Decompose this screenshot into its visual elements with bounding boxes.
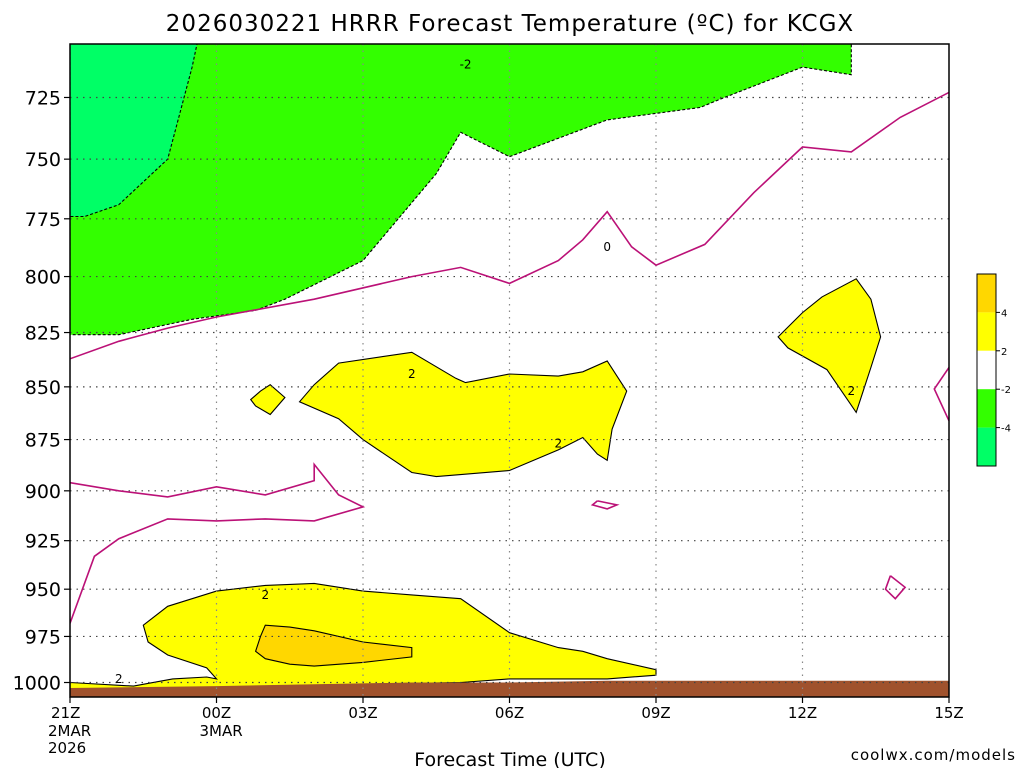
y-tick-label: 825 [25,323,61,345]
colorbar-tick-label: -4 [1001,424,1011,435]
y-tick-label: 975 [25,626,61,648]
temperature-region-0 [70,44,852,336]
zero-isotherm-0 [70,91,949,360]
y-tick-label: 850 [25,377,61,399]
colorbar-frame [976,273,997,467]
x-tick-sublabel: 2MAR [48,722,91,740]
temperature-region-3 [777,278,882,414]
contour-label: -2 [460,58,472,72]
colorbar-bin [977,312,996,351]
contour-label: 2 [115,672,123,686]
colorbar-legend: 4 2 -2 -4 [976,273,1011,467]
chart-title: 2026030221 HRRR Forecast Temperature (ºC… [166,11,854,37]
temperature-region-1 [70,44,198,218]
credit-text[interactable]: coolwx.com/models [851,746,1016,764]
colorbar-bin [977,350,996,390]
y-tick-label: 750 [25,149,61,171]
contour-label: 0 [603,240,611,254]
zero-isotherm-3 [884,575,907,600]
colorbar-tick-label: 4 [1001,308,1007,319]
y-tick-label: 900 [25,481,61,503]
x-tick-label: 09Z [641,704,670,722]
colorbar-bin [977,274,996,313]
contour-label: 2 [408,367,416,381]
x-tick-label: 03Z [348,704,377,722]
colorbar-tick-label: 2 [1001,347,1007,358]
x-tick-label: 15Z [934,704,963,722]
plot-layer: -2 0 2 2 2 2 2 [70,44,949,697]
y-tick-label: 950 [25,579,61,601]
contour-label: 2 [555,437,563,451]
x-tick-label: 00Z [202,704,231,722]
colorbar-bin [977,427,996,466]
contour-label: 2 [262,588,270,602]
temperature-region-4 [249,384,286,416]
x-tick-label: 21Z [51,704,80,722]
colorbar-tick-label: -2 [1001,385,1011,396]
y-tick-label: 1000 [13,673,61,695]
y-tick-label: 875 [25,430,61,452]
temperature-region-6 [254,624,413,667]
y-tick-label: 725 [25,87,61,109]
x-axis-label: Forecast Time (UTC) [414,749,605,768]
plot-area: -2 0 2 2 2 2 2 725 750 775 800 825 850 875 900 925 950 97… [13,43,964,757]
x-tick-label: 06Z [495,704,524,722]
y-tick-label: 775 [25,209,61,231]
temperature-region-2 [298,351,628,478]
zero-isotherm-4 [933,367,949,422]
zero-isotherm-1 [70,462,366,624]
x-tick-sublabel: 2026 [48,739,86,757]
x-tick-sublabel: 3MAR [200,722,243,740]
x-tick-label: 12Z [788,704,817,722]
colorbar-bin [977,389,996,428]
y-tick-label: 925 [25,531,61,553]
y-tick-label: 800 [25,267,61,289]
contour-label: 2 [848,384,856,398]
zero-isotherm-2 [590,500,620,510]
